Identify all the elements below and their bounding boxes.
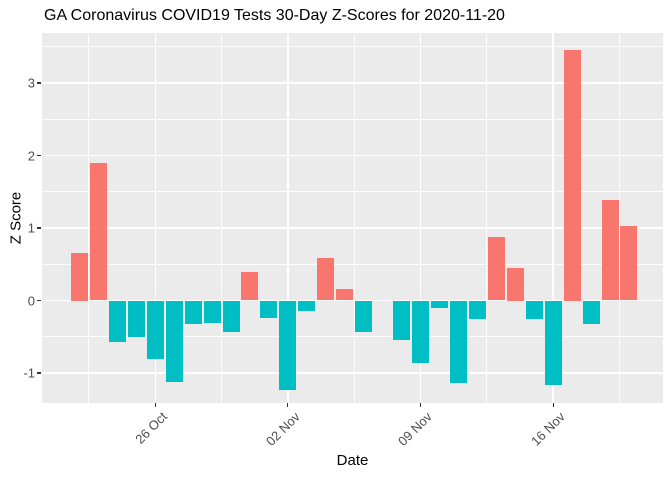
- y-axis-tick-label: 3: [27, 75, 35, 91]
- bar-06-nov: [355, 300, 373, 332]
- bar-29-oct: [203, 300, 221, 323]
- bar-17-nov: [563, 50, 581, 301]
- gridline-minor-v: [221, 33, 222, 403]
- x-tick-mark: [287, 403, 289, 407]
- bar-15-nov: [525, 300, 543, 319]
- bar-23-oct: [89, 163, 107, 301]
- bar-26-oct: [146, 300, 164, 360]
- x-axis-tick-label: 09 Nov: [395, 409, 436, 449]
- bar-11-nov: [449, 300, 467, 384]
- gridline-minor-v: [619, 33, 620, 403]
- gridline-minor-h: [42, 118, 663, 120]
- bar-28-oct: [184, 300, 202, 325]
- bar-20-nov: [620, 225, 638, 301]
- bar-16-nov: [544, 300, 562, 385]
- bar-13-nov: [487, 236, 505, 301]
- y-axis-tick-label: -1: [23, 365, 35, 381]
- chart-title: GA Coronavirus COVID19 Tests 30-Day Z-Sc…: [44, 7, 505, 24]
- bar-10-nov: [430, 300, 448, 309]
- gridline-minor-h: [42, 191, 663, 193]
- bar-31-oct: [241, 272, 259, 301]
- gridline-major-v: [419, 33, 422, 403]
- bar-19-nov: [601, 200, 619, 301]
- bar-24-oct: [108, 300, 126, 342]
- x-tick-mark: [552, 403, 554, 407]
- bar-09-nov: [412, 300, 429, 363]
- gridline-minor-v: [353, 33, 355, 403]
- bar-12-nov: [468, 300, 486, 320]
- bar-02-nov: [279, 300, 297, 390]
- x-axis-title: Date: [336, 452, 369, 469]
- bar-25-oct: [127, 300, 145, 338]
- gridline-minor-h: [42, 46, 663, 48]
- bar-08-nov: [393, 300, 411, 341]
- gridline-minor-v: [88, 33, 90, 403]
- y-axis-tick-label: 2: [27, 148, 35, 163]
- bar-30-oct: [222, 300, 240, 332]
- plot-panel: [42, 33, 663, 403]
- gridline-major-h: [42, 82, 663, 84]
- bar-05-nov: [336, 288, 354, 301]
- gridline-major-h: [42, 154, 663, 157]
- bar-27-oct: [165, 300, 183, 383]
- x-tick-mark: [419, 403, 422, 407]
- gridline-minor-v: [486, 33, 488, 403]
- x-axis-tick-label: 26 Oct: [132, 409, 170, 447]
- gridline-major-v: [287, 33, 289, 403]
- y-tick-mark: [37, 227, 41, 229]
- bar-04-nov: [317, 258, 335, 301]
- bar-22-oct: [70, 253, 88, 301]
- x-axis-tick-label: 16 Nov: [528, 409, 568, 449]
- y-axis-tick-label: 0: [27, 293, 35, 308]
- gridline-minor-h: [42, 263, 663, 265]
- gridline-major-v: [154, 33, 156, 403]
- bar-01-nov: [260, 300, 278, 318]
- gridline-major-h: [42, 372, 663, 374]
- y-tick-mark: [37, 372, 41, 374]
- bar-03-nov: [298, 300, 316, 312]
- y-tick-mark: [37, 154, 41, 157]
- gridline-major-h: [42, 227, 663, 229]
- bar-18-nov: [582, 300, 600, 324]
- x-axis-tick-label: 02 Nov: [262, 409, 303, 449]
- x-tick-mark: [154, 403, 156, 407]
- gridline-major-h: [42, 299, 663, 302]
- y-tick-mark: [37, 299, 41, 302]
- y-axis-title: Z Score: [7, 191, 25, 245]
- y-tick-mark: [37, 82, 41, 84]
- y-axis-tick-label: 1: [27, 220, 35, 236]
- bar-14-nov: [506, 267, 524, 301]
- gridline-major-v: [552, 33, 554, 403]
- gridline-minor-h: [42, 336, 663, 338]
